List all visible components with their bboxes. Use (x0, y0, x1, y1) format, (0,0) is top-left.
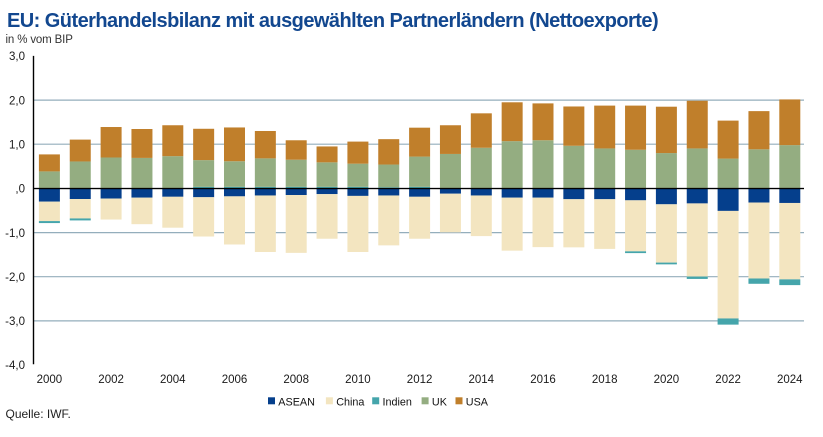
svg-text:-1,0: -1,0 (5, 228, 25, 240)
svg-text:2004: 2004 (160, 374, 186, 386)
svg-text:2002: 2002 (98, 374, 124, 386)
svg-text:,0: ,0 (15, 184, 25, 196)
svg-text:USA: USA (466, 397, 489, 409)
svg-text:2016: 2016 (530, 374, 556, 386)
svg-text:2006: 2006 (222, 374, 248, 386)
svg-text:ASEAN: ASEAN (278, 397, 315, 409)
svg-text:1,0: 1,0 (9, 139, 25, 151)
svg-text:2012: 2012 (407, 374, 433, 386)
svg-text:2010: 2010 (345, 374, 371, 386)
svg-text:-4,0: -4,0 (5, 360, 25, 372)
svg-text:UK: UK (432, 397, 448, 409)
svg-text:-2,0: -2,0 (5, 272, 25, 284)
svg-text:3,0: 3,0 (9, 51, 25, 63)
svg-text:2024: 2024 (777, 374, 803, 386)
svg-text:2018: 2018 (592, 374, 618, 386)
svg-text:China: China (336, 397, 364, 409)
svg-text:2000: 2000 (37, 374, 63, 386)
svg-text:2,0: 2,0 (9, 95, 25, 107)
svg-text:2008: 2008 (283, 374, 309, 386)
svg-text:Indien: Indien (383, 397, 412, 409)
svg-text:2014: 2014 (469, 374, 495, 386)
svg-text:2022: 2022 (715, 374, 741, 386)
svg-text:2020: 2020 (654, 374, 680, 386)
svg-text:-3,0: -3,0 (5, 316, 25, 328)
